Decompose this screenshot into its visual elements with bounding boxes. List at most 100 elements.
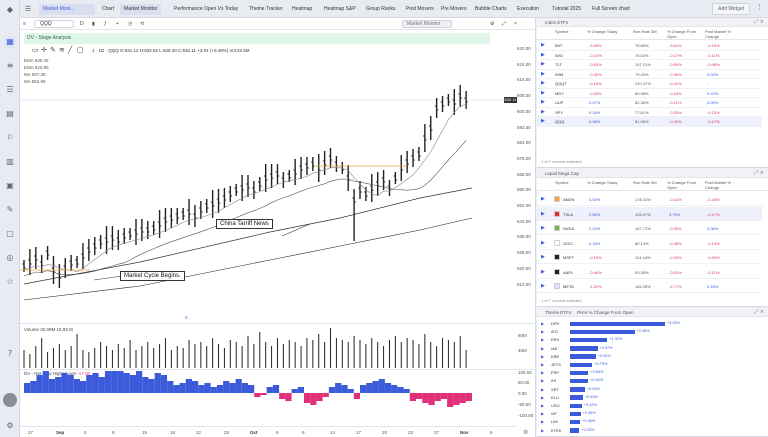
pane-divider[interactable]: [20, 369, 536, 370]
compare-icon[interactable]: +: [116, 21, 119, 27]
play-icon[interactable]: ▶: [541, 353, 545, 359]
play-icon[interactable]: ▶: [541, 321, 545, 326]
table-row[interactable]: ▶ META -1.22% 165.28% -2.77% 0.18%: [537, 279, 762, 293]
list-item[interactable]: ▶ KLU +0.46%: [537, 394, 762, 402]
play-icon[interactable]: ▶: [541, 80, 545, 86]
list-item[interactable]: ▶ IEO +2.28%: [537, 328, 762, 336]
play-icon[interactable]: ▶: [541, 345, 545, 351]
list-item[interactable]: ▶ JETS +0.79%: [537, 361, 762, 369]
list-item[interactable]: ▶ IHI +0.64%: [537, 377, 762, 385]
comment-tool-icon[interactable]: ▢: [77, 46, 84, 54]
chart-settings-icon[interactable]: ⚙: [490, 21, 495, 27]
col-change-today[interactable]: % Change Today: [587, 29, 618, 34]
theme-etfs-column[interactable]: Price % Change From Open: [577, 310, 634, 315]
app-logo-icon[interactable]: ◆: [6, 5, 14, 14]
table-row[interactable]: ▶ IWO -0.10% 78.02% -0.17% -0.11%: [537, 51, 762, 60]
play-icon[interactable]: ▶: [541, 370, 545, 376]
tab-heatmap[interactable]: Heatmap: [292, 6, 313, 12]
tab-tutorial-2025[interactable]: Tutorial 2025: [552, 6, 581, 12]
list-item[interactable]: ▶ IAT +0.38%: [537, 410, 762, 418]
china-tariff-annotation[interactable]: China Tarriff News: [216, 219, 273, 229]
news-icon[interactable]: ▥: [6, 157, 14, 166]
list-item[interactable]: ▶ DRV +3.35%: [537, 320, 762, 328]
play-icon[interactable]: ▶: [541, 394, 545, 400]
market-cycle-annotation[interactable]: Market Cycle Begins.: [120, 271, 185, 281]
play-icon[interactable]: ▶: [541, 118, 545, 124]
table-row[interactable]: ▶ TLT -0.53% 197.21% -0.59% -0.08%: [537, 60, 762, 70]
tab-pre-movers[interactable]: Pre Movers: [441, 6, 467, 12]
play-icon[interactable]: ▶: [541, 386, 545, 392]
play-icon[interactable]: ▶: [541, 362, 545, 367]
play-icon[interactable]: ▶: [541, 108, 545, 115]
chart-icon[interactable]: ▦: [4, 36, 16, 48]
col-change-open[interactable]: % Change From Open: [667, 29, 697, 39]
candle-type-icon[interactable]: ▮: [92, 21, 95, 27]
tab-heatmap-sp[interactable]: Heatmap S&P: [324, 6, 356, 12]
play-icon[interactable]: ▶: [541, 254, 545, 260]
list-item[interactable]: ▶ KTEK +0.33%: [537, 427, 762, 435]
star-icon[interactable]: ☆: [6, 277, 14, 286]
chart-menu-icon[interactable]: ≡: [23, 21, 26, 27]
panel-controls-icon[interactable]: ⤢ ×: [754, 309, 764, 315]
play-icon[interactable]: ▶: [541, 42, 545, 48]
fib-tool-icon[interactable]: ≋: [59, 46, 65, 54]
net-new-highs-chart[interactable]: [20, 371, 517, 426]
tools-icon[interactable]: ✎: [6, 205, 14, 214]
col-change-today[interactable]: % Change Today: [587, 180, 618, 185]
play-icon[interactable]: ▶: [541, 419, 545, 425]
col-symbol[interactable]: Symbol: [555, 180, 569, 185]
menu-icon[interactable]: ☰: [25, 5, 32, 13]
table-row[interactable]: ▶ MDY -0.05% 89.98% -0.16% 0.22%: [537, 89, 762, 98]
rectangle-tool-icon[interactable]: ▭: [32, 46, 39, 54]
table-row[interactable]: ▶ QQQT -0.16% 240.47% -0.41% -: [537, 79, 762, 89]
col-change-open[interactable]: % Change From Open: [667, 180, 697, 190]
table-row[interactable]: ▶ IWM -0.32% 79.25% -0.36% 0.02%: [537, 70, 762, 79]
chart-expand-icon[interactable]: ⤢: [502, 21, 507, 27]
play-icon[interactable]: ▶: [541, 427, 545, 433]
play-icon[interactable]: ▶: [541, 196, 545, 202]
tab-bubble-charts[interactable]: Bubble Charts: [475, 6, 507, 12]
tab-execution[interactable]: Execution: [517, 6, 539, 12]
workspace-select[interactable]: Market Moni...: [39, 4, 95, 15]
volume-chart[interactable]: [20, 328, 517, 370]
alert-icon[interactable]: ◷: [128, 21, 133, 27]
settings-icon[interactable]: ⚙: [6, 421, 14, 430]
list-item[interactable]: ▶ XRT +0.53%: [537, 386, 762, 394]
brush-tool-icon[interactable]: ✎: [50, 46, 56, 54]
table-row[interactable]: ▶ QQQ 0.48% 81.06% -0.40% -0.17%: [537, 117, 762, 127]
play-icon[interactable]: ▶: [541, 378, 545, 384]
add-widget-button[interactable]: Add Widget: [712, 3, 750, 15]
bell-icon[interactable]: ⚐: [6, 133, 14, 142]
chart-panel[interactable]: ≡ QQQ D ▮ ƒ + ◷ ⟲ Market Monitor ⚙ ⤢ × D…: [20, 18, 536, 437]
time-axis[interactable]: ⚙ 27 Sep 5 8 15 18 22 25 Oct 6 9 14 17 20 23 27 Nov 6: [20, 426, 528, 437]
table-row[interactable]: ▶ NVDA 2.24% 107.71% -0.30% 0.08%: [537, 221, 762, 235]
table-row[interactable]: ▶ TSLA 2.56% 105.97% 3.79% -0.27%: [537, 206, 762, 221]
tab-group-ranks[interactable]: Group Ranks: [366, 6, 396, 12]
list-item[interactable]: ▶ IAK +0.97%: [537, 345, 762, 353]
scan-icon[interactable]: ◎: [6, 253, 14, 262]
col-symbol[interactable]: Symbol: [555, 29, 569, 34]
col-run-rate[interactable]: Run Rate 3M: [633, 29, 657, 34]
col-run-rate[interactable]: Run Rate 3M: [633, 180, 657, 185]
list-item[interactable]: ▶ LIM +0.36%: [537, 418, 762, 426]
table-row[interactable]: ▶ IBIT -3.96% 79.89% -3.81% -0.10%: [537, 41, 762, 51]
play-icon[interactable]: ▶: [541, 403, 545, 408]
help-icon[interactable]: ?: [7, 349, 13, 358]
indicators-icon[interactable]: ƒ: [104, 21, 107, 27]
symbol-input[interactable]: QQQ: [34, 20, 74, 28]
layers-icon[interactable]: ≡: [6, 61, 14, 70]
list-item[interactable]: ▶ ERX +1.32%: [537, 336, 762, 344]
play-icon[interactable]: ▶: [541, 283, 545, 289]
chart-close-icon[interactable]: ×: [514, 21, 517, 27]
play-icon[interactable]: ▶: [541, 411, 545, 417]
pane-divider[interactable]: [20, 323, 536, 324]
avatar[interactable]: [3, 393, 17, 407]
list-item[interactable]: ▶ PSP +0.65%: [537, 369, 762, 377]
list-icon[interactable]: ☰: [6, 85, 14, 94]
tab-performance-open-vs-today[interactable]: Performance Open Vs Today: [174, 6, 239, 12]
table-row[interactable]: ▶ MSFT -0.15% 114.44% -0.33% -0.00%: [537, 250, 762, 264]
play-icon[interactable]: ▶: [541, 268, 545, 275]
tab-theme-tracker[interactable]: Theme Tracker: [249, 6, 283, 12]
tab-post-movers[interactable]: Post Movers: [406, 6, 434, 12]
crosshair-tool-icon[interactable]: ✛: [41, 46, 47, 54]
